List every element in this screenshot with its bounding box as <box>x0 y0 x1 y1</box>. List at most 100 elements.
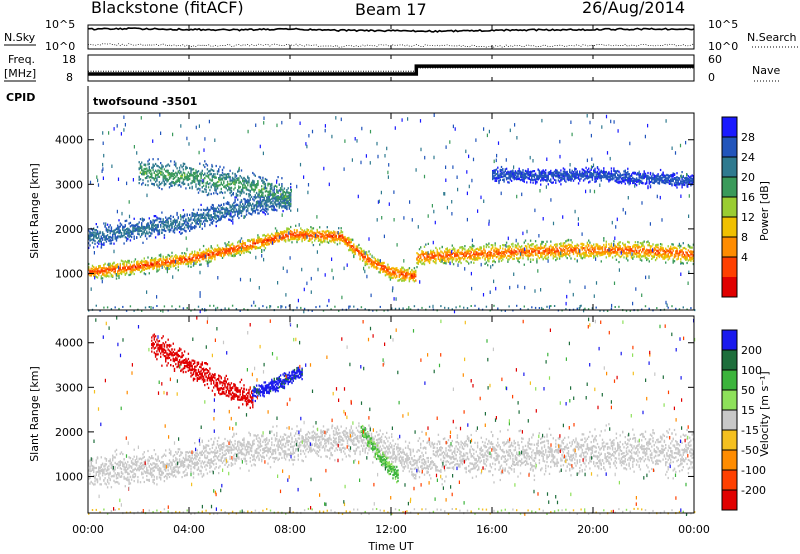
power-cell <box>199 260 201 263</box>
power-cell <box>521 253 523 256</box>
power-cell <box>166 261 168 264</box>
power-cell <box>156 177 158 180</box>
power-cell <box>408 277 411 280</box>
power-cell <box>558 257 561 260</box>
power-cell <box>146 267 148 270</box>
power-cell <box>233 246 235 250</box>
power-cell <box>502 254 504 257</box>
power-cell <box>133 224 135 227</box>
power-cell <box>398 275 400 278</box>
power-cell <box>356 249 359 252</box>
power-cell <box>460 261 462 265</box>
power-cell <box>588 248 590 252</box>
power-cell <box>183 182 186 185</box>
power-cell <box>139 178 142 181</box>
power-cell <box>139 166 142 170</box>
power-cell <box>136 236 138 239</box>
power-cell <box>389 268 392 271</box>
power-cell <box>324 231 326 234</box>
power-cell <box>108 270 110 274</box>
power-cell <box>156 224 158 227</box>
power-cell <box>647 240 649 243</box>
power-cell <box>336 243 339 246</box>
power-cell <box>110 269 113 272</box>
power-cell <box>610 245 613 248</box>
power-cell <box>286 207 288 210</box>
power-cell <box>662 256 664 259</box>
power-cell <box>165 176 167 180</box>
power-cell <box>213 182 215 185</box>
power-cell <box>205 259 207 262</box>
power-cell <box>88 234 90 237</box>
power-cell <box>326 235 328 238</box>
power-cell <box>596 246 599 249</box>
power-cell <box>279 230 282 234</box>
power-cell <box>142 219 144 223</box>
power-cell <box>176 180 178 183</box>
power-cell <box>282 232 284 235</box>
power-cell <box>589 249 591 252</box>
power-cell <box>282 235 284 238</box>
power-cell <box>274 233 277 236</box>
power-cell <box>668 255 671 258</box>
power-cell <box>143 257 145 260</box>
power-cell <box>225 251 227 254</box>
power-cell <box>267 241 269 244</box>
power-cell <box>582 256 585 259</box>
power-cell <box>100 275 102 278</box>
power-cell <box>104 262 106 265</box>
power-cell <box>134 224 137 227</box>
power-cell <box>176 174 178 177</box>
power-cell <box>89 274 91 277</box>
power-cell <box>154 219 157 222</box>
power-cell <box>177 226 179 230</box>
power-cell <box>456 254 459 257</box>
power-cell <box>335 234 337 237</box>
power-cell <box>189 218 191 221</box>
power-cell <box>138 182 140 185</box>
power-cell <box>543 246 546 249</box>
power-cell <box>598 252 600 255</box>
power-cell <box>430 258 432 261</box>
power-cell <box>279 237 282 241</box>
power-cell <box>638 246 640 249</box>
power-cell <box>190 227 192 231</box>
power-cell <box>137 225 139 228</box>
power-cell <box>202 184 205 187</box>
power-cell <box>386 273 388 276</box>
power-cell <box>215 185 217 188</box>
power-cell <box>686 253 688 256</box>
power-cell <box>454 252 456 255</box>
power-cell <box>194 252 196 255</box>
power-cell <box>513 254 515 257</box>
power-cell <box>290 238 292 241</box>
power-cell <box>488 257 490 260</box>
power-cell <box>144 232 147 235</box>
power-cell <box>266 243 268 246</box>
power-cell <box>475 251 477 254</box>
power-cell <box>144 264 147 267</box>
power-cell <box>273 240 275 243</box>
power-cell <box>89 244 91 247</box>
power-cell <box>540 247 542 250</box>
power-cell <box>240 210 243 213</box>
power-cell <box>373 265 375 268</box>
power-cell <box>177 171 179 174</box>
power-cell <box>394 269 397 272</box>
power-cell <box>172 169 174 172</box>
power-cell <box>176 213 178 216</box>
power-cell <box>115 231 118 234</box>
power-cell <box>384 270 387 273</box>
power-cell <box>144 273 147 276</box>
power-cell <box>170 262 172 265</box>
power-cell <box>671 251 673 254</box>
power-cell <box>524 245 527 248</box>
power-cell <box>259 246 262 249</box>
power-cell <box>154 228 157 231</box>
power-cell <box>113 242 115 245</box>
power-cell <box>239 201 241 204</box>
power-cell <box>146 226 148 230</box>
power-cell <box>479 253 481 256</box>
power-cell <box>383 265 385 268</box>
power-cell <box>656 257 658 260</box>
